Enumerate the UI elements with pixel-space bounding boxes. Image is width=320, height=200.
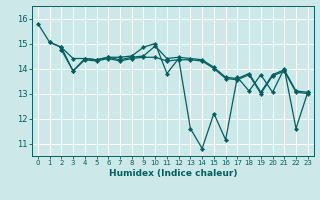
X-axis label: Humidex (Indice chaleur): Humidex (Indice chaleur) — [108, 169, 237, 178]
